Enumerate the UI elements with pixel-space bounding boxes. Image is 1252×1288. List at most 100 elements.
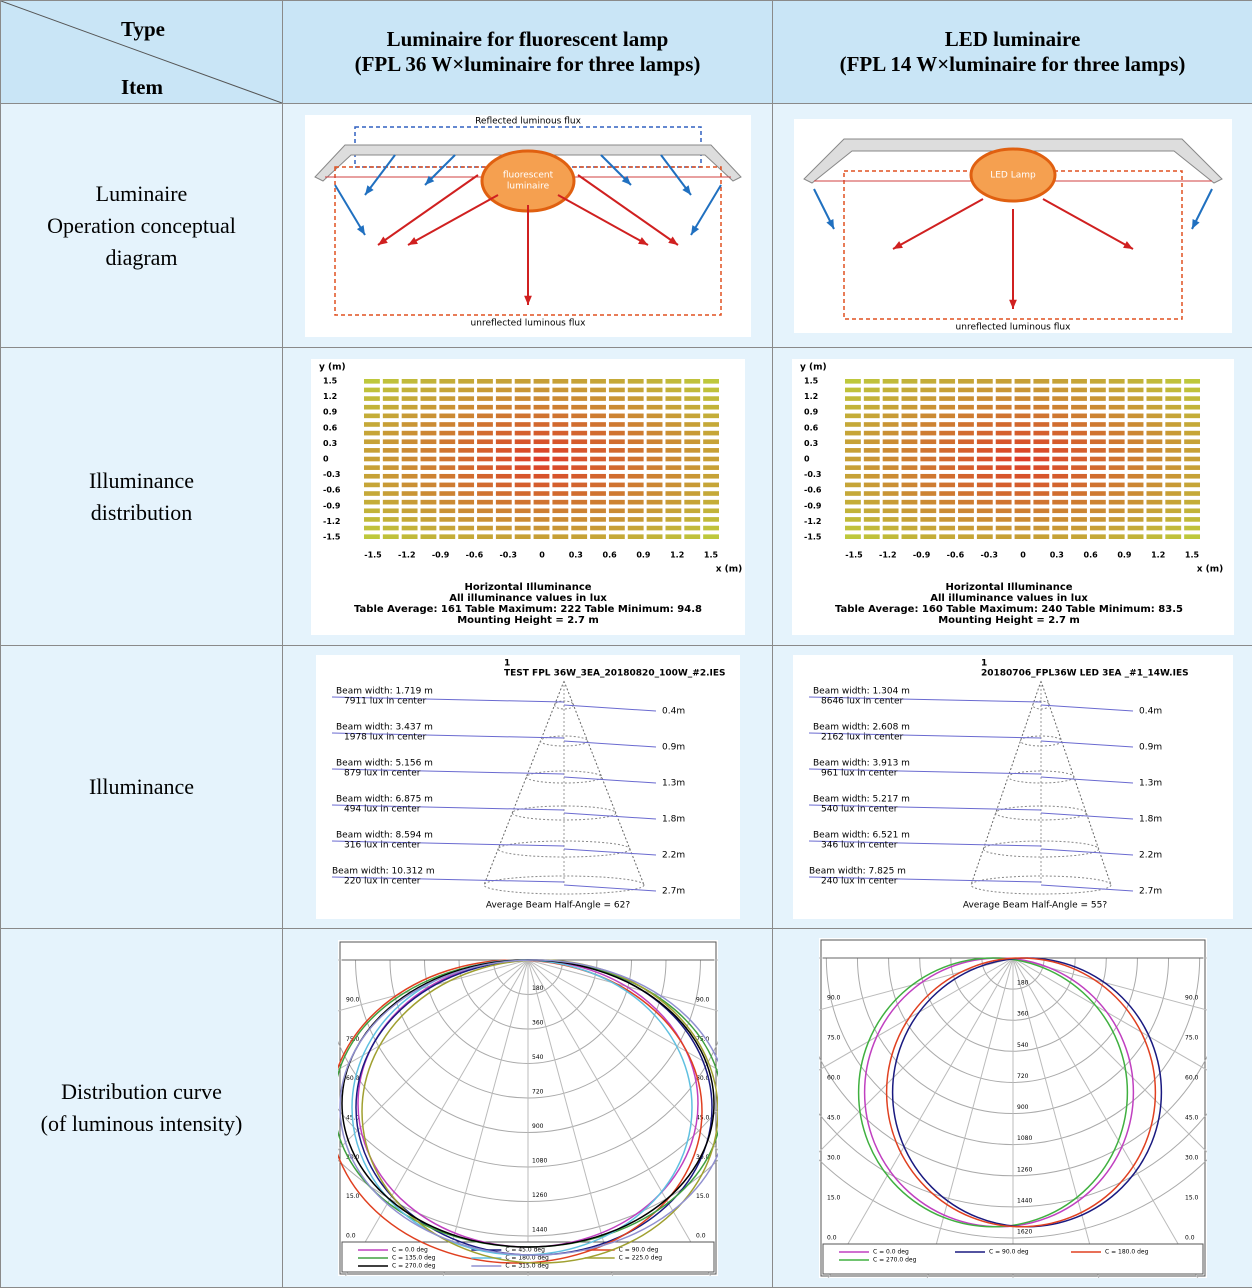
grid-cell (552, 534, 568, 539)
grid-cell (863, 422, 879, 427)
label: Beam width: 5.217 m (813, 795, 910, 805)
grid-cell (920, 456, 936, 461)
grid-cell (1165, 387, 1181, 392)
grid-cell (1071, 439, 1087, 444)
grid-cell (1165, 404, 1181, 409)
grid-cell (845, 473, 861, 478)
grid-cell (665, 413, 681, 418)
header-line: (FPL 36 W×luminaire for three lamps) (283, 52, 772, 77)
grid-cell (976, 422, 992, 427)
grid-cell (1165, 499, 1181, 504)
grid-cell (958, 448, 974, 453)
cell: 120180706_FPL36W LED 3EA _#1_14W.IESBeam… (773, 646, 1252, 929)
label: 180 (1017, 980, 1029, 987)
intensity-curve (864, 958, 1133, 1227)
grid-cell (646, 422, 662, 427)
grid-cell (571, 413, 587, 418)
grid-cell (514, 387, 530, 392)
grid-cell (976, 404, 992, 409)
grid-cell (1071, 525, 1087, 530)
grid-cell (976, 508, 992, 513)
grid-cell (552, 422, 568, 427)
label: -0.9 (323, 501, 341, 510)
label: -0.9 (804, 501, 822, 510)
cell: 18036054072090010801260144090.090.075.07… (283, 929, 773, 1288)
grid-cell (646, 517, 662, 522)
grid-cell (882, 396, 898, 401)
grid-cell (364, 448, 380, 453)
label: 15.0 (827, 1195, 841, 1202)
grid-cell (845, 508, 861, 513)
grid-cell (1184, 439, 1200, 444)
grid-cell (958, 508, 974, 513)
grid-cell (1071, 422, 1087, 427)
grid-cell (401, 430, 417, 435)
grid-cell (995, 404, 1011, 409)
grid-cell (495, 422, 511, 427)
grid-cell (901, 482, 917, 487)
grid-cell (1184, 404, 1200, 409)
grid-cell (627, 448, 643, 453)
grid-cell (1165, 439, 1181, 444)
grid-cell (665, 387, 681, 392)
beam-cone: 120180706_FPL36W LED 3EA _#1_14W.IESBeam… (793, 655, 1233, 919)
label: 1.2 (1151, 550, 1165, 559)
grid-cell (684, 473, 700, 478)
grid-cell (1089, 456, 1105, 461)
label: 540 (1017, 1042, 1029, 1049)
grid-cell (1014, 465, 1030, 470)
grid-cell (1108, 473, 1124, 478)
grid-cell (514, 534, 530, 539)
grid-cell (401, 422, 417, 427)
grid-cell (646, 491, 662, 496)
label: 0 (539, 550, 545, 559)
grid-cell (1184, 430, 1200, 435)
grid-cell (882, 525, 898, 530)
grid-cell (995, 413, 1011, 418)
grid-cell (665, 491, 681, 496)
grid-cell (882, 439, 898, 444)
grid-cell (552, 413, 568, 418)
grid-cell (995, 517, 1011, 522)
grid-cell (939, 404, 955, 409)
label: 494 lux in center (344, 805, 421, 815)
label: fluorescent (502, 170, 553, 180)
grid-cell (533, 465, 549, 470)
label: 1.2 (323, 392, 337, 401)
grid-cell (514, 448, 530, 453)
grid-cell (439, 396, 455, 401)
label: Table Average: 160 Table Maximum: 240 Ta… (835, 604, 1183, 615)
grid-cell (1108, 491, 1124, 496)
grid-cell (920, 387, 936, 392)
grid-cell (665, 517, 681, 522)
grid-cell (1184, 508, 1200, 513)
grid-cell (703, 439, 719, 444)
grid-cell (458, 396, 474, 401)
polar-chart: 180360540720900108012601440162090.090.07… (819, 938, 1207, 1278)
grid-cell (901, 473, 917, 478)
grid-cell (1146, 379, 1162, 384)
grid-cell (995, 534, 1011, 539)
grid-cell (646, 534, 662, 539)
label: 0.9 (323, 407, 338, 416)
grid-cell (420, 465, 436, 470)
row: Distribution curve(of luminous intensity… (1, 929, 1252, 1288)
grid-cell (939, 396, 955, 401)
grid-cell (684, 499, 700, 504)
grid-cell (364, 387, 380, 392)
grid-cell (939, 517, 955, 522)
grid-cell (364, 465, 380, 470)
grid-cell (401, 517, 417, 522)
label: 0.9m (662, 743, 685, 753)
intensity-curve (858, 958, 1127, 1227)
arrow-head (1009, 299, 1017, 308)
label: Beam width: 6.875 m (336, 795, 433, 805)
grid-cell (552, 517, 568, 522)
grid-cell (382, 422, 398, 427)
grid-cell (495, 413, 511, 418)
grid-cell (1089, 413, 1105, 418)
cell: y (m)1.51.20.90.60.30-0.3-0.6-0.9-1.2-1.… (283, 348, 773, 646)
label: 0.3 (323, 438, 337, 447)
grid-cell (533, 387, 549, 392)
label: 30.0 (1185, 1155, 1199, 1162)
